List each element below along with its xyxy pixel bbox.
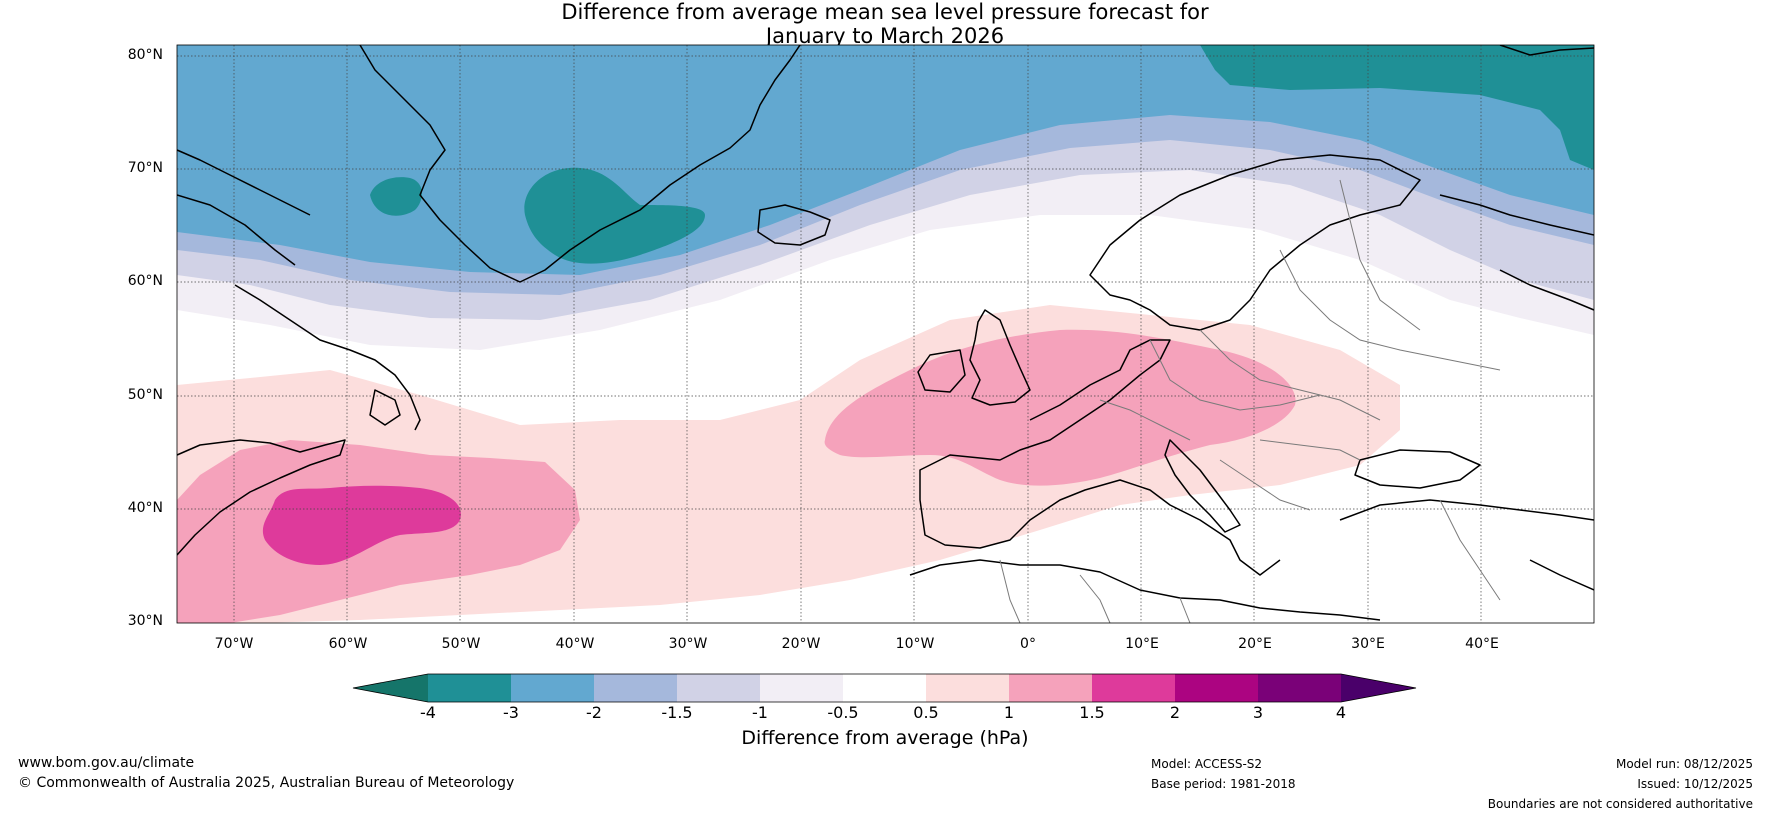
lat-label: 40°N	[127, 500, 163, 516]
anomaly-blob-minus-3-baffin	[370, 177, 422, 216]
colorbar-segment	[1258, 674, 1341, 702]
colorbar-tick-label: 4	[1335, 703, 1347, 722]
colorbar-extend-low	[353, 674, 428, 702]
title-line-2: January to March 2026	[765, 24, 1005, 48]
colorbar-segment	[760, 674, 843, 702]
colorbar-tick-label: -2	[586, 703, 602, 722]
country-borders	[999, 179, 1501, 623]
lon-label: 0°	[1020, 636, 1036, 652]
colorbar-tick-label: 3	[1252, 703, 1264, 722]
colorbar-tick-label: -4	[420, 703, 436, 722]
lat-label: 60°N	[127, 273, 163, 289]
lon-label: 30°E	[1351, 636, 1385, 652]
website-link[interactable]: www.bom.gov.au/climate	[18, 755, 195, 771]
lon-label: 10°W	[895, 636, 935, 652]
coastlines	[177, 45, 1594, 621]
colorbar-tick-label: 1.5	[1079, 703, 1105, 722]
colorbar-segment	[926, 674, 1009, 702]
lon-label: 20°W	[781, 636, 821, 652]
anomaly-band-plus-1-europe	[824, 329, 1296, 486]
lon-label: 20°E	[1238, 636, 1272, 652]
map-frame	[176, 44, 1595, 624]
lat-label: 30°N	[127, 613, 163, 629]
colorbar-segment	[1009, 674, 1092, 702]
colorbar-segment	[1092, 674, 1175, 702]
copyright: © Commonwealth of Australia 2025, Austra…	[18, 775, 515, 791]
base-period: Base period: 1981-2018	[1151, 777, 1296, 791]
issued-date: Issued: 10/12/2025	[1637, 777, 1753, 791]
colorbar-tick-label: -3	[503, 703, 519, 722]
lat-label: 70°N	[127, 160, 163, 176]
anomaly-blob-minus-3-greenland	[524, 167, 705, 264]
lon-label: 40°E	[1465, 636, 1499, 652]
colorbar-segment	[843, 674, 926, 702]
lat-label: 80°N	[127, 47, 163, 63]
graticule	[177, 45, 1594, 623]
lon-label: 40°W	[555, 636, 595, 652]
disclaimer: Boundaries are not considered authoritat…	[1487, 797, 1753, 811]
colorbar-tick-label: 0.5	[913, 703, 939, 722]
colorbar-outline	[352, 673, 1417, 703]
colorbar-segment	[428, 674, 511, 702]
colorbar-tick-label: -1.5	[661, 703, 693, 722]
lat-label: 50°N	[127, 387, 163, 403]
colorbar-segment	[511, 674, 594, 702]
anomaly-blob-minus-3-arctic-east	[1200, 45, 1594, 170]
anomaly-blob-plus-1-5-west	[262, 485, 461, 565]
colorbar-tick-label: 2	[1169, 703, 1181, 722]
colorbar-segment	[677, 674, 760, 702]
colorbar-tick-label: -1	[752, 703, 768, 722]
title-line-1: Difference from average mean sea level p…	[561, 0, 1209, 24]
lon-label: 60°W	[328, 636, 368, 652]
lon-label: 70°W	[214, 636, 254, 652]
lon-label: 50°W	[441, 636, 481, 652]
lon-label: 10°E	[1125, 636, 1159, 652]
colorbar-segment	[1175, 674, 1258, 702]
model-run: Model run: 08/12/2025	[1615, 757, 1753, 771]
model-name: Model: ACCESS-S2	[1151, 757, 1263, 771]
lon-label: 30°W	[668, 636, 708, 652]
colorbar-extend-high	[1341, 674, 1416, 702]
colorbar-tick-label: -0.5	[827, 703, 859, 722]
colorbar-label: Difference from average (hPa)	[741, 727, 1029, 749]
map-title: Difference from average mean sea level p…	[0, 0, 1770, 48]
colorbar-segment	[594, 674, 677, 702]
colorbar-tick-label: 1	[1003, 703, 1015, 722]
